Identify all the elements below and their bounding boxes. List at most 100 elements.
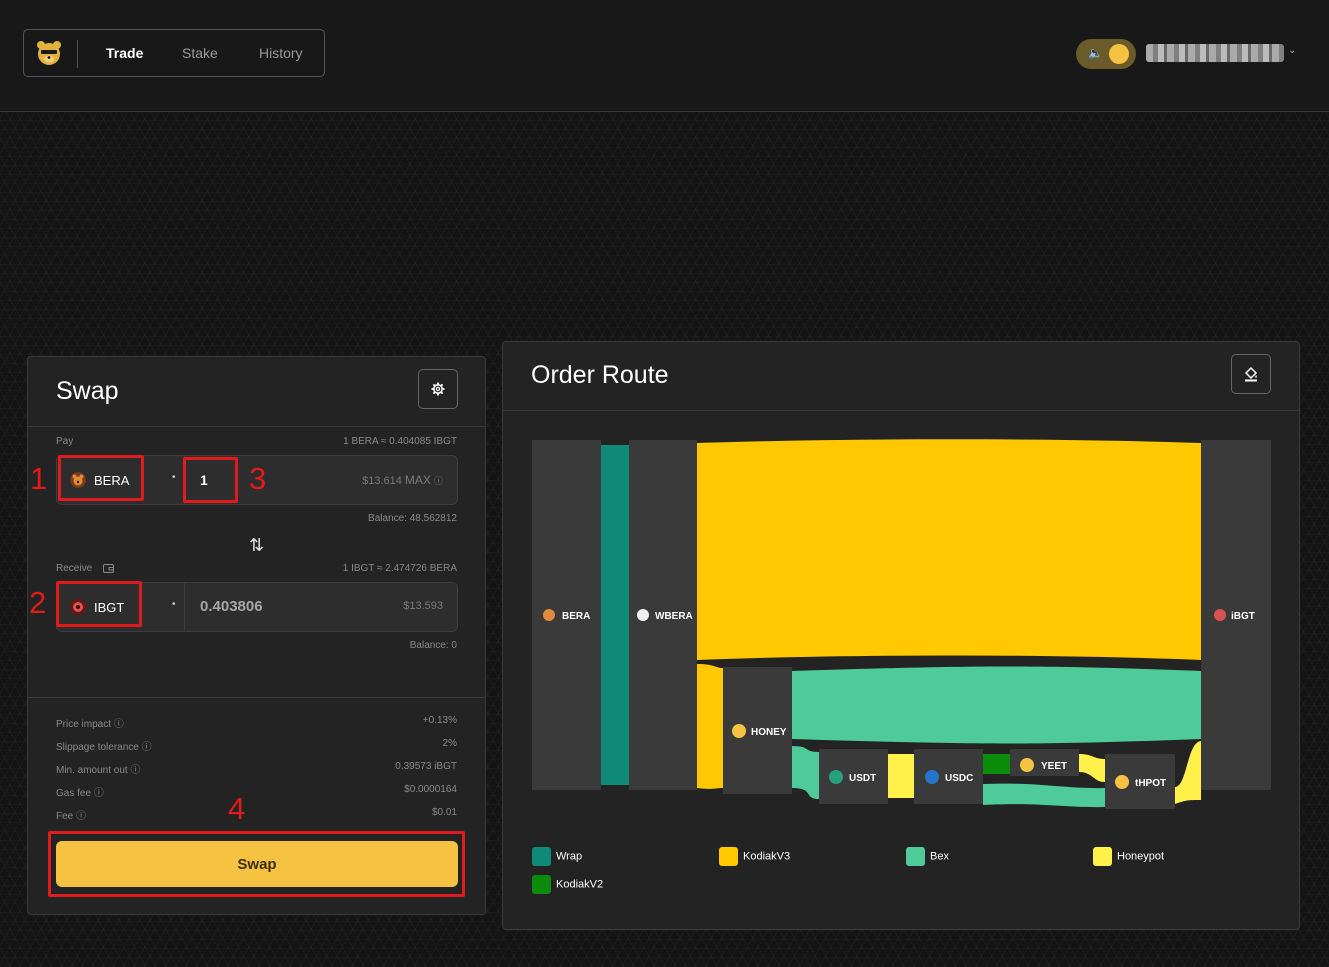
honey-token-icon bbox=[732, 724, 746, 738]
annotation-box-2 bbox=[56, 581, 142, 627]
pay-rate: 1 BERA ≈ 0.404085 IBGT bbox=[343, 436, 457, 447]
nav-history[interactable]: History bbox=[259, 45, 303, 61]
route-title: Order Route bbox=[531, 361, 669, 389]
node-label-bera: BERA bbox=[562, 611, 590, 622]
toggle-knob bbox=[1109, 44, 1129, 64]
color-theme-button[interactable] bbox=[1231, 354, 1271, 394]
node-label-thpot: tHPOT bbox=[1135, 778, 1166, 789]
flow-bex-usdc-thpot bbox=[983, 783, 1105, 808]
receive-row: IBGT • 0.403806 $13.593 bbox=[56, 582, 458, 632]
receive-label: Receive bbox=[56, 563, 93, 574]
speaker-icon: 🔈 bbox=[1088, 46, 1103, 60]
wbera-token-icon bbox=[637, 609, 649, 621]
divider bbox=[28, 426, 485, 427]
max-button[interactable]: MAX bbox=[404, 473, 431, 487]
flow-kodiakv3-wbera-ibgt bbox=[697, 439, 1201, 660]
bear-logo-icon[interactable] bbox=[34, 38, 64, 68]
usdt-token-icon bbox=[829, 770, 843, 784]
info-icon: ⓘ bbox=[130, 765, 141, 776]
legend-label: Bex bbox=[930, 850, 949, 863]
main-nav: Trade Stake History bbox=[23, 29, 325, 77]
top-bar: Trade Stake History 🔈 ⌄ bbox=[0, 0, 1329, 112]
swap-panel: Swap Pay 1 BERA ≈ 0.404085 IBGT BERA • bbox=[27, 356, 486, 915]
swap-title: Swap bbox=[56, 377, 119, 405]
nav-trade[interactable]: Trade bbox=[106, 45, 144, 61]
legend-swatch bbox=[906, 847, 925, 866]
order-route-panel: Order Route bbox=[502, 341, 1300, 930]
divider bbox=[28, 697, 485, 698]
slippage-value[interactable]: 2% bbox=[442, 738, 457, 749]
price-impact-label: Price impact ⓘ bbox=[56, 715, 124, 730]
annotation-number-4: 4 bbox=[228, 791, 246, 826]
legend-wrap: Wrap bbox=[532, 847, 582, 866]
dropdown-dot-icon: • bbox=[172, 599, 176, 610]
thpot-token-icon bbox=[1115, 775, 1129, 789]
legend-kodiakv3: KodiakV3 bbox=[719, 847, 790, 866]
detail-label: Min. amount out bbox=[56, 765, 128, 776]
info-icon: ⓘ bbox=[433, 476, 443, 486]
legend-label: KodiakV3 bbox=[743, 850, 791, 863]
legend-label: Honeypot bbox=[1117, 850, 1165, 863]
pay-token-selector[interactable]: BERA • bbox=[57, 456, 185, 504]
info-icon: ⓘ bbox=[141, 742, 152, 753]
legend-kodiakv2: KodiakV2 bbox=[532, 875, 603, 894]
flow-honeypot-usdt-usdc bbox=[888, 754, 914, 798]
pay-row: BERA • 1 $13.614 MAX ⓘ bbox=[56, 455, 458, 505]
annotation-box-3 bbox=[183, 457, 238, 503]
flow-wrap-bera-wbera bbox=[601, 445, 629, 785]
annotation-number-3: 3 bbox=[249, 461, 267, 496]
receive-amount: 0.403806 bbox=[200, 598, 263, 615]
annotation-number-1: 1 bbox=[30, 461, 48, 496]
legend-label: KodiakV2 bbox=[556, 878, 604, 891]
fee-value: $0.01 bbox=[431, 807, 457, 818]
bera-token-icon bbox=[543, 609, 555, 621]
ibgt-token-icon bbox=[1214, 609, 1226, 621]
dropdown-dot-icon: • bbox=[172, 472, 176, 483]
nav-stake[interactable]: Stake bbox=[182, 45, 218, 61]
receive-balance: Balance: 0 bbox=[409, 640, 457, 651]
min-amount-value: 0.39573 iBGT bbox=[395, 761, 457, 772]
pay-amount-input[interactable]: 1 bbox=[200, 472, 208, 488]
wallet-icon[interactable] bbox=[103, 563, 114, 573]
swap-button[interactable]: Swap bbox=[56, 841, 458, 887]
legend-swatch bbox=[532, 875, 551, 894]
sound-toggle[interactable]: 🔈 bbox=[1076, 39, 1136, 69]
flow-honeypot-yeet-thpot bbox=[1079, 754, 1105, 782]
bera-token-icon bbox=[70, 472, 86, 488]
info-icon: ⓘ bbox=[93, 788, 104, 799]
flow-kodiakv2-usdc-yeet bbox=[983, 754, 1010, 774]
chevron-down-icon[interactable]: ⌄ bbox=[1288, 45, 1297, 56]
ibgt-token-icon bbox=[70, 599, 86, 615]
detail-label: Gas fee bbox=[56, 788, 92, 799]
pay-token-name: BERA bbox=[94, 473, 130, 488]
yeet-token-icon bbox=[1020, 758, 1034, 772]
divider bbox=[503, 410, 1299, 411]
annotation-box-1 bbox=[58, 455, 144, 501]
min-amount-label: Min. amount out ⓘ bbox=[56, 761, 141, 776]
pay-usd: $13.614 bbox=[362, 475, 402, 487]
annotation-box-4 bbox=[48, 831, 465, 897]
detail-label: Price impact bbox=[56, 719, 112, 730]
legend-swatch bbox=[719, 847, 738, 866]
legend-honeypot: Honeypot bbox=[1093, 847, 1164, 866]
node-label-yeet: YEET bbox=[1041, 761, 1067, 772]
node-ibgt bbox=[1201, 440, 1271, 790]
node-label-usdt: USDT bbox=[849, 773, 876, 784]
pay-balance: Balance: 48.562812 bbox=[368, 513, 457, 524]
flip-direction-icon[interactable]: ⇅ bbox=[249, 535, 265, 555]
annotation-number-2: 2 bbox=[29, 585, 47, 620]
legend-swatch bbox=[1093, 847, 1112, 866]
legend-swatch bbox=[532, 847, 551, 866]
route-sankey-diagram: BERA WBERA iBGT HONEY USDT USDC YEET tHP… bbox=[532, 439, 1271, 809]
detail-label: Slippage tolerance bbox=[56, 742, 139, 753]
flow-kodiakv3-wbera-honey bbox=[697, 664, 723, 789]
paint-bucket-icon bbox=[1244, 366, 1258, 382]
legend-bex: Bex bbox=[906, 847, 949, 866]
usdc-token-icon bbox=[925, 770, 939, 784]
receive-token-selector[interactable]: IBGT • bbox=[57, 583, 185, 631]
receive-token-name: IBGT bbox=[94, 600, 125, 615]
gear-icon bbox=[431, 382, 445, 396]
wallet-address-blurred[interactable] bbox=[1146, 44, 1284, 62]
price-impact-value: +0.13% bbox=[422, 715, 457, 726]
settings-button[interactable] bbox=[418, 369, 458, 409]
